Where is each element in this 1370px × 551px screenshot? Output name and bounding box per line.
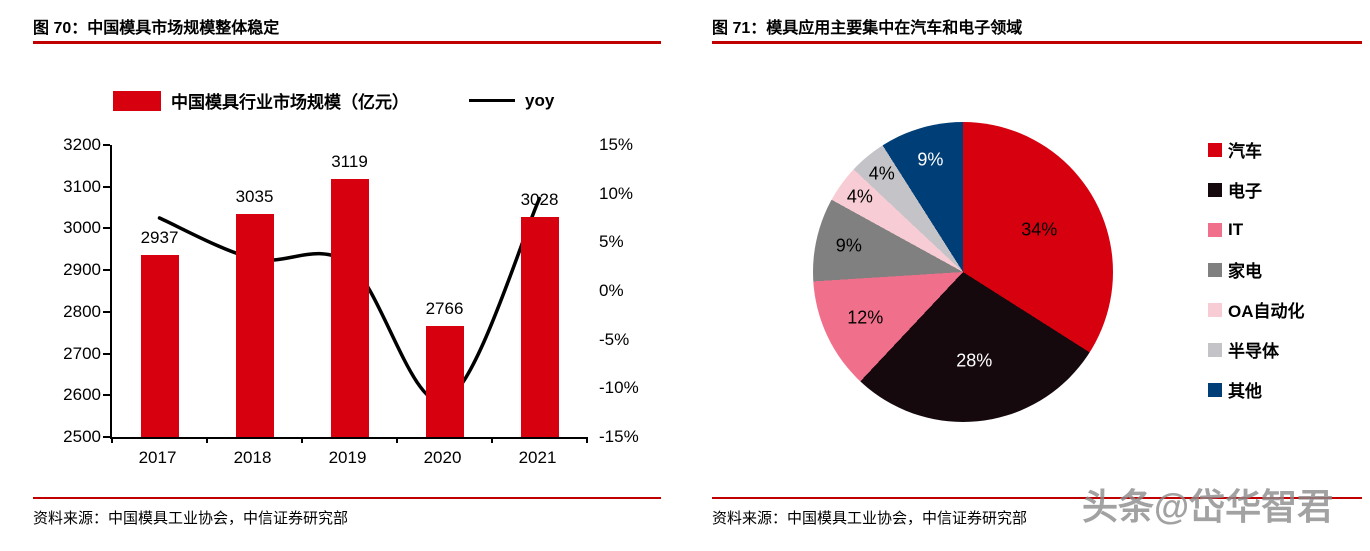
pie-legend-label: OA自动化 xyxy=(1228,302,1305,321)
market-size-bar xyxy=(235,213,274,437)
x-axis-category: 2019 xyxy=(328,448,367,467)
right-axis-tick-label: 15% xyxy=(599,135,634,154)
x-axis-tickmark xyxy=(491,437,493,443)
pie-legend-swatch xyxy=(1208,222,1222,237)
left-axis-tickmark xyxy=(103,269,110,272)
bar-value-label: 2937 xyxy=(140,227,179,247)
x-axis-tickmark xyxy=(206,437,208,443)
right-axis-labels: 15% 10% 5% 0% -5% -10% -15% xyxy=(599,135,663,446)
pie-legend-item: 汽车 xyxy=(1208,138,1305,161)
market-size-bar xyxy=(140,254,179,437)
figure-71-footer-rule xyxy=(712,497,1362,499)
pie-legend-item: 电子 xyxy=(1208,178,1305,201)
pie-legend-swatch xyxy=(1208,382,1222,397)
pie-legend-label: IT xyxy=(1228,219,1244,239)
left-axis-tick-label: 3200 xyxy=(63,135,101,154)
pie-slice-label: 4% xyxy=(846,186,873,207)
pie-legend-swatch xyxy=(1208,142,1222,157)
left-axis-tickmark xyxy=(103,394,110,397)
figure-70-legend: 中国模具行业市场规模（亿元） yoy xyxy=(113,88,554,113)
left-axis-tickmark xyxy=(103,436,110,438)
right-axis-tick-label: 0% xyxy=(599,281,624,300)
right-axis-tick-label: -10% xyxy=(599,378,639,398)
pie-legend-item: IT xyxy=(1208,218,1305,241)
right-axis-tick-label: -15% xyxy=(599,427,639,446)
right-axis-tick-label: 5% xyxy=(599,232,624,252)
x-axis-tickmark xyxy=(111,437,113,443)
line-series-label: yoy xyxy=(525,90,555,110)
pie-legend-label: 半导体 xyxy=(1228,342,1279,361)
pie-slice-label: 4% xyxy=(868,163,895,184)
left-axis-tick-label: 2700 xyxy=(63,343,101,363)
pie-slice-label: 28% xyxy=(956,350,993,371)
left-axis-tick-label: 2800 xyxy=(63,301,101,321)
left-axis-tick-label: 2600 xyxy=(63,385,101,405)
x-axis-tickmark xyxy=(586,437,588,443)
watermark: 头条@岱华智君 xyxy=(1082,486,1334,527)
bar-series-swatch xyxy=(113,90,161,111)
x-axis-category: 2021 xyxy=(518,448,557,467)
pie-slice-label: 12% xyxy=(847,307,884,328)
left-axis-labels: 3200 3100 3000 2900 2800 2700 2600 2500 xyxy=(33,135,101,446)
bar-value-label: 3035 xyxy=(235,186,274,206)
bar-value-label: 2766 xyxy=(425,299,464,319)
pie-slice-label: 9% xyxy=(835,235,862,256)
right-axis-tick-label: 10% xyxy=(599,183,634,203)
pie-slice-label: 34% xyxy=(1021,219,1058,240)
bar-value-label: 3119 xyxy=(331,151,368,171)
pie-legend-label: 其他 xyxy=(1228,382,1262,401)
x-axis-category: 2017 xyxy=(138,448,177,467)
figure-70-footer-rule xyxy=(33,497,661,499)
pie-legend-label: 家电 xyxy=(1228,262,1262,281)
left-axis-tickmark xyxy=(103,227,110,230)
left-axis-tickmark xyxy=(103,310,110,313)
pie-legend-swatch xyxy=(1208,302,1222,317)
left-axis-tickmark xyxy=(103,352,110,355)
pie-legend-item: OA自动化 xyxy=(1208,298,1305,321)
figure-70-title: 图 70：中国模具市场规模整体稳定 xyxy=(33,20,280,37)
pie-slice-label: 9% xyxy=(917,149,944,170)
figure-70-panel: 图 70：中国模具市场规模整体稳定 中国模具行业市场规模（亿元） yoy 320… xyxy=(33,0,661,551)
pie-legend-swatch xyxy=(1208,262,1222,277)
left-axis-tickmark xyxy=(103,185,110,188)
figure-71-title: 图 71：模具应用主要集中在汽车和电子领域 xyxy=(712,20,1023,37)
pie-legend-item: 家电 xyxy=(1208,258,1305,281)
pie-legend-item: 半导体 xyxy=(1208,338,1305,361)
line-series-swatch xyxy=(469,99,515,102)
pie-legend-item: 其他 xyxy=(1208,378,1305,401)
figure-71-source: 资料来源：中国模具工业协会，中信证券研究部 xyxy=(712,510,1028,527)
pie-legend-label: 电子 xyxy=(1228,182,1262,201)
pie-legend-label: 汽车 xyxy=(1228,142,1262,161)
x-axis-labels: 2017 2018 2019 2020 2021 xyxy=(110,448,585,472)
figure-71-panel: 图 71：模具应用主要集中在汽车和电子领域 34% 28% 12% 9% 4% 4% 9% … xyxy=(712,0,1362,551)
left-axis-tick-label: 3000 xyxy=(63,218,101,238)
x-axis-category: 2020 xyxy=(423,448,462,467)
left-axis-tickmark xyxy=(103,144,110,146)
pie-legend: 汽车电子 IT 家电 OA自动化半导体其他 xyxy=(1208,138,1305,418)
pie-legend-swatch xyxy=(1208,342,1222,357)
pie-chart: 34% 28% 12% 9% 4% 4% 9% xyxy=(813,122,1113,422)
bar-line-plot-area: 2937 3035 3119 2766 3028 xyxy=(103,144,588,443)
right-axis-tick-label: -5% xyxy=(599,329,630,349)
left-axis-tick-label: 3100 xyxy=(63,176,101,196)
figure-70-source: 资料来源：中国模具工业协会，中信证券研究部 xyxy=(33,510,349,527)
x-axis-tickmark xyxy=(301,437,303,443)
bar-value-label: 3028 xyxy=(520,189,559,209)
market-size-bar xyxy=(330,178,369,437)
left-axis-tick-label: 2900 xyxy=(63,260,101,280)
pie-legend-swatch xyxy=(1208,182,1222,197)
x-axis-category: 2018 xyxy=(233,448,272,467)
left-axis-tick-label: 2500 xyxy=(63,427,101,446)
figure-70-title-rule xyxy=(33,41,661,44)
bar-series-label: 中国模具行业市场规模（亿元） xyxy=(171,93,409,112)
figure-71-title-rule xyxy=(712,41,1362,44)
market-size-bar xyxy=(425,326,464,437)
x-axis-tickmark xyxy=(396,437,398,443)
market-size-bar xyxy=(520,216,559,437)
